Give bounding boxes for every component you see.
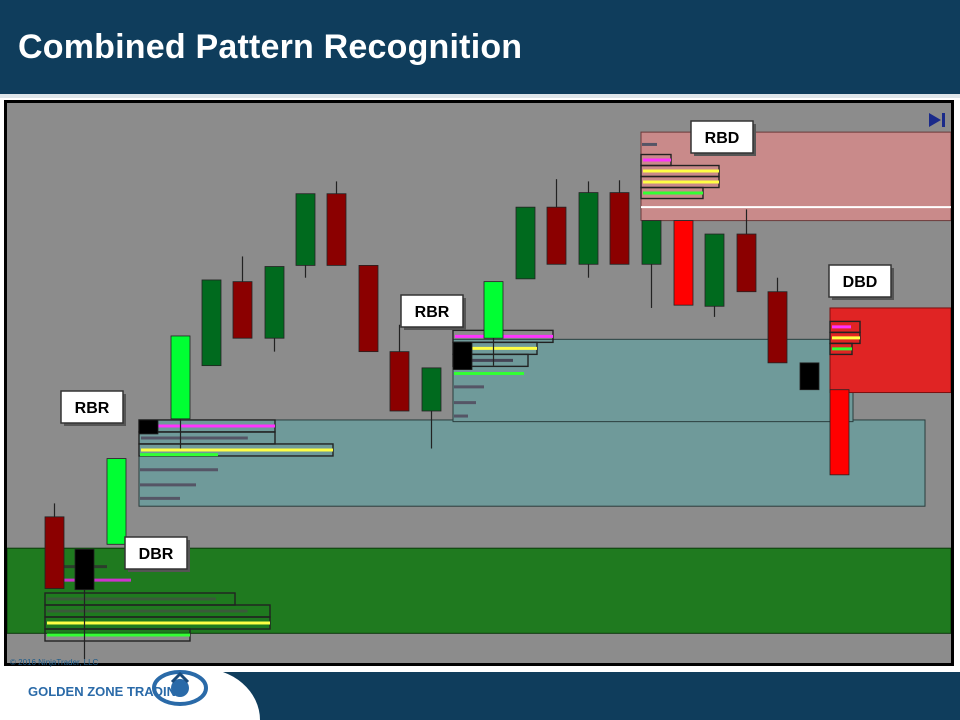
candle-body <box>74 548 95 591</box>
candle-25 <box>799 362 820 391</box>
copyright-text: © 2016 NinjaTrader, LLC <box>10 658 99 667</box>
footer-logo-area <box>0 668 260 720</box>
label-box <box>828 264 892 298</box>
candle-body <box>799 362 820 391</box>
candle-11 <box>358 264 379 353</box>
candle-12 <box>389 324 410 412</box>
candle-15 <box>483 281 504 366</box>
label-box <box>400 294 464 328</box>
end-bar <box>942 113 945 127</box>
candle-21 <box>673 220 694 306</box>
candle-body <box>609 192 630 265</box>
pattern-label-rbd: RBD <box>690 120 756 156</box>
candle-17 <box>546 179 567 265</box>
candle-4 <box>138 419 159 435</box>
candle-body <box>106 458 127 545</box>
pattern-label-rbr: RBR <box>60 390 126 426</box>
label-box <box>690 120 754 154</box>
candle-body <box>201 279 222 367</box>
play-triangle <box>929 113 941 127</box>
page-title: Combined Pattern Recognition <box>18 28 523 66</box>
candle-20 <box>641 220 662 308</box>
candle-body <box>515 206 536 280</box>
candle-body <box>358 264 379 353</box>
candle-10 <box>326 181 347 266</box>
label-text: DBD <box>843 274 878 291</box>
candle-1 <box>44 503 65 589</box>
candle-14 <box>452 341 473 370</box>
candle-body <box>673 220 694 306</box>
pattern-label-dbd: DBD <box>828 264 894 300</box>
candle-body <box>736 233 757 293</box>
candle-body <box>829 389 850 476</box>
candle-body <box>389 351 410 412</box>
candle-body <box>641 220 662 265</box>
candle-26 <box>829 389 850 476</box>
label-box <box>124 536 188 570</box>
candle-3 <box>106 458 127 545</box>
demand-zone-rbr <box>138 419 926 507</box>
candle-body <box>546 206 567 265</box>
candle-13 <box>421 367 442 449</box>
candle-18 <box>578 181 599 278</box>
label-text: DBR <box>139 546 174 563</box>
label-text: RBR <box>75 400 110 417</box>
candle-6 <box>201 279 222 367</box>
candle-body <box>232 281 253 339</box>
candle-19 <box>609 180 630 265</box>
pattern-label-rbr: RBR <box>400 294 466 330</box>
scroll-to-end-icon[interactable] <box>929 113 945 127</box>
candlestick-chart: DBR RBR RBR RBD DBD <box>7 113 951 660</box>
candle-body <box>138 419 159 435</box>
candle-9 <box>295 193 316 278</box>
candle-23 <box>736 209 757 293</box>
candle-body <box>295 193 316 266</box>
pattern-label-dbr: DBR <box>124 536 190 572</box>
candle-body <box>578 192 599 265</box>
label-text: RBD <box>705 130 740 147</box>
header-divider <box>0 94 960 98</box>
candle-2 <box>74 548 95 660</box>
candle-22 <box>704 233 725 317</box>
logo-text: GOLDEN ZONE TRADING <box>28 684 187 699</box>
candle-body <box>704 233 725 307</box>
candle-body <box>44 516 65 589</box>
candle-body <box>483 281 504 339</box>
chart-panel: DBR RBR RBR RBD DBD <box>4 100 954 666</box>
label-text: RBR <box>415 304 450 321</box>
logo-emblem-icon <box>152 670 208 706</box>
candle-body <box>767 291 788 364</box>
demand-zone-rbr <box>452 338 854 423</box>
header-bar: Combined Pattern Recognition <box>0 0 960 96</box>
candle-body <box>264 266 285 339</box>
candle-8 <box>264 266 285 352</box>
label-box <box>60 390 124 424</box>
candle-24 <box>767 277 788 364</box>
candle-body <box>170 335 191 420</box>
candle-7 <box>232 256 253 339</box>
candle-16 <box>515 206 536 280</box>
candle-body <box>421 367 442 412</box>
candle-body <box>452 341 473 370</box>
candle-5 <box>170 335 191 449</box>
candle-body <box>326 193 347 266</box>
